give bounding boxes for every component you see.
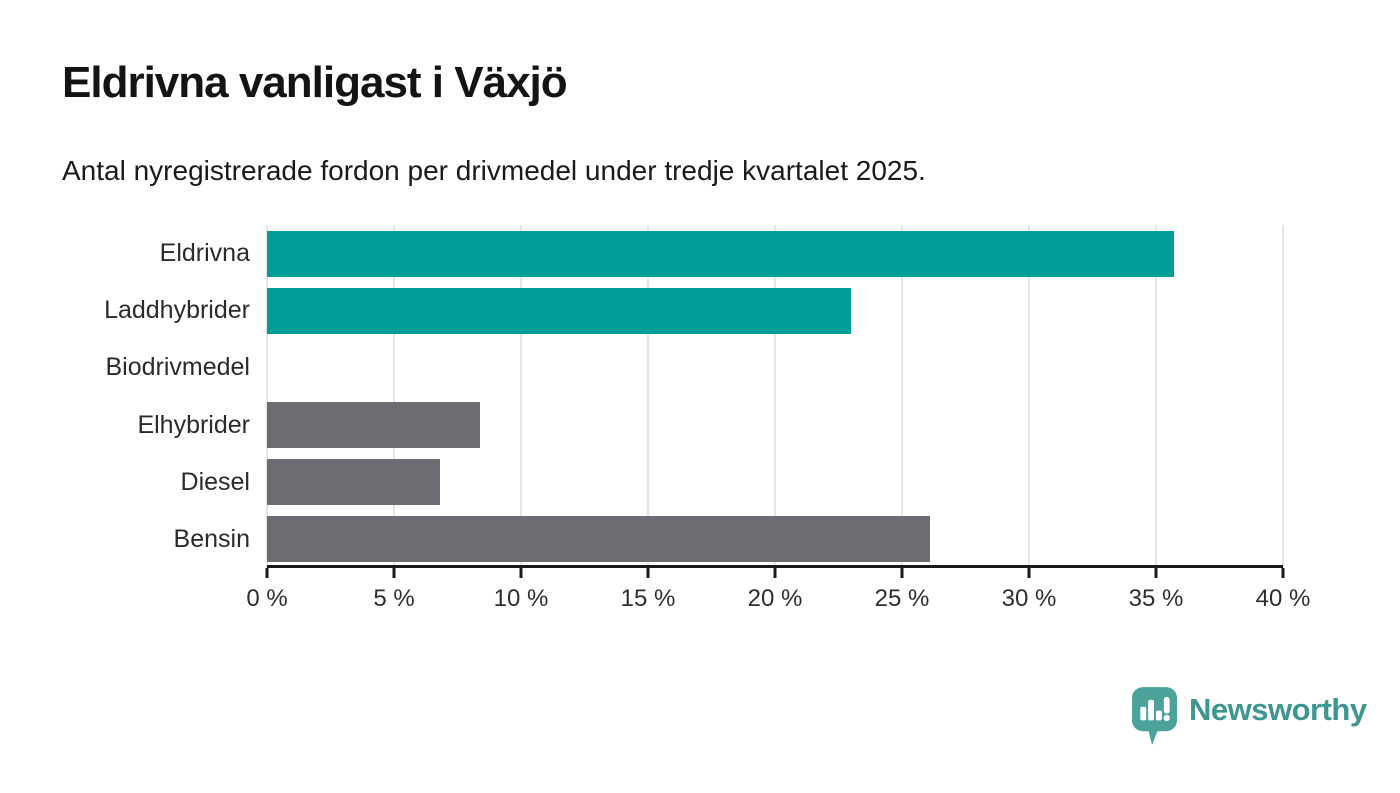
x-axis-tick-label: 0 % [246, 585, 288, 612]
bar-row-elhybrider: Elhybrider [62, 397, 1283, 454]
bar [267, 287, 852, 334]
x-axis-line [267, 565, 1283, 568]
gridlines-layer [266, 225, 1284, 568]
category-label: Eldrivna [159, 239, 250, 268]
bar-track [267, 516, 1283, 563]
bar-row-eldrivna: Eldrivna [62, 225, 1283, 282]
x-axis-ticks [265, 568, 1285, 578]
bar-track [267, 402, 1283, 449]
x-axis-tick [519, 568, 523, 578]
chart-title: Eldrivna vanligast i Växjö [62, 58, 568, 107]
bar-row-diesel: Diesel [62, 454, 1283, 511]
gridline [520, 225, 522, 568]
x-axis-tick-label: 25 % [874, 585, 930, 612]
gridline [1282, 225, 1284, 568]
newsworthy-logo: Newsworthy [1131, 686, 1367, 747]
bar [267, 402, 481, 449]
newsworthy-logo-text: Newsworthy [1189, 692, 1367, 727]
category-label: Biodrivmedel [105, 353, 250, 382]
bar-row-bensin: Bensin [62, 511, 1283, 568]
bar-track [267, 345, 1283, 391]
bar [267, 230, 1174, 277]
bar [267, 516, 930, 563]
gridline [647, 225, 649, 568]
gridline [901, 225, 903, 568]
newsworthy-logo-icon [1131, 687, 1178, 745]
x-axis-tick [265, 568, 269, 578]
bar-row-laddhybrider: Laddhybrider [62, 282, 1283, 339]
x-axis-tick-label: 20 % [747, 585, 803, 612]
bar [267, 459, 440, 506]
x-axis-tick-label: 10 % [493, 585, 549, 612]
category-label: Laddhybrider [104, 296, 250, 325]
bar-track [267, 230, 1283, 277]
bar-chart: Eldrivna Laddhybrider Biodrivmedel Elhybrid… [62, 225, 1310, 612]
x-axis-tick [392, 568, 396, 578]
x-axis-tick [1281, 568, 1285, 578]
gridline [774, 225, 776, 568]
x-axis-tick [1027, 568, 1031, 578]
x-axis-tick-label: 5 % [373, 585, 415, 612]
gridline [266, 225, 268, 568]
category-label: Bensin [173, 524, 250, 553]
x-axis-tick-label: 30 % [1001, 585, 1057, 612]
bar-rows: Eldrivna Laddhybrider Biodrivmedel Elhybrid… [62, 225, 1283, 568]
bar-track [267, 287, 1283, 334]
x-axis-tick-label: 35 % [1128, 585, 1184, 612]
bar-row-biodrivmedel: Biodrivmedel [62, 339, 1283, 396]
chart-subtitle: Antal nyregistrerade fordon per drivmede… [62, 155, 926, 186]
x-axis-tick [646, 568, 650, 578]
x-axis-tick-labels: 0 % 5 % 10 % 15 % 20 % 25 % 30 % 35 % 40 % [246, 585, 1310, 617]
x-axis-tick [900, 568, 904, 578]
x-axis-tick [773, 568, 777, 578]
x-axis-tick-label: 40 % [1255, 585, 1311, 612]
x-axis-tick [1154, 568, 1158, 578]
gridline [393, 225, 395, 568]
category-label: Diesel [180, 467, 250, 496]
bar-track [267, 459, 1283, 506]
x-axis-tick-label: 15 % [620, 585, 676, 612]
gridline [1155, 225, 1157, 568]
gridline [1028, 225, 1030, 568]
category-label: Elhybrider [137, 410, 250, 439]
